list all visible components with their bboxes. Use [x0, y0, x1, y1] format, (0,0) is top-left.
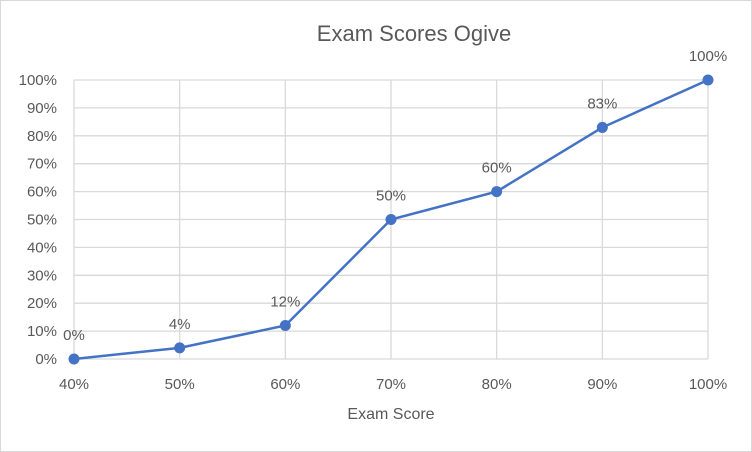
y-tick-label: 50% [27, 212, 57, 229]
data-point [702, 74, 714, 86]
y-tick-label: 20% [27, 295, 57, 312]
y-tick-label: 60% [27, 184, 57, 201]
chart-title: Exam Scores Ogive [317, 21, 511, 46]
y-tick-label: 80% [27, 128, 57, 145]
data-label: 0% [63, 327, 85, 344]
x-tick-label: 40% [59, 376, 89, 393]
x-tick-label: 50% [165, 376, 195, 393]
y-tick-label: 40% [27, 239, 57, 256]
data-point [596, 121, 608, 133]
x-axis-label: Exam Score [347, 406, 434, 423]
y-tick-label: 0% [35, 351, 57, 368]
data-label: 83% [587, 95, 617, 112]
data-point [491, 186, 503, 198]
x-tick-label: 60% [270, 376, 300, 393]
data-label: 4% [169, 316, 191, 333]
x-tick-label: 90% [587, 376, 617, 393]
x-tick-label: 70% [376, 376, 406, 393]
data-point [385, 214, 397, 225]
data-point [68, 353, 80, 365]
x-tick-label: 80% [482, 376, 512, 393]
y-tick-label: 100% [19, 72, 57, 89]
data-point [279, 320, 291, 332]
data-point [174, 342, 186, 354]
x-tick-label: 100% [689, 376, 727, 393]
y-tick-label: 90% [27, 100, 57, 117]
data-label: 12% [270, 294, 300, 311]
y-tick-label: 30% [27, 267, 57, 284]
y-tick-label: 70% [27, 156, 57, 173]
data-label: 50% [376, 188, 406, 205]
data-label: 60% [482, 160, 512, 177]
data-label: 100% [689, 48, 727, 65]
y-tick-label: 10% [27, 323, 57, 340]
